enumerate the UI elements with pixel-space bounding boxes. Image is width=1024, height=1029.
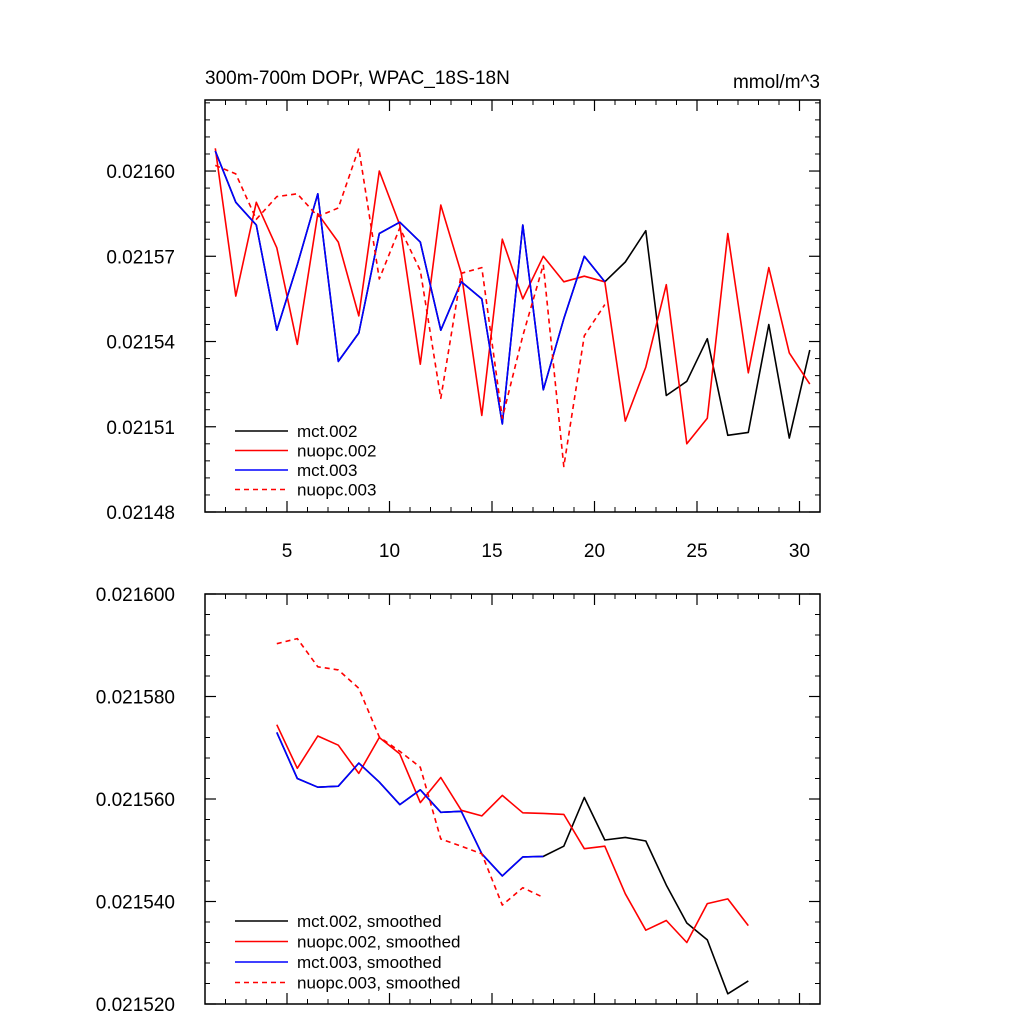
bottom-legend-label: nuopc.002, smoothed <box>297 933 461 952</box>
top-panel: 300m-700m DOPr, WPAC_18S-18N mmol/m^3 5 1… <box>106 68 821 562</box>
top-legend-label: mct.002 <box>297 422 357 441</box>
top-y-tick-label: 0.02151 <box>106 418 175 439</box>
top-series-group <box>214 147 811 468</box>
bottom-y-tick-label: 0.021560 <box>96 790 175 811</box>
top-x-tick-label: 15 <box>481 541 502 562</box>
bottom-ticks: 0.021520 0.021540 0.021560 0.021580 0.021600 <box>96 585 821 1016</box>
bottom-y-tick-label: 0.021600 <box>96 585 175 606</box>
top-x-tick-label: 25 <box>686 541 707 562</box>
top-y-tick-label: 0.02148 <box>106 503 175 524</box>
top-legend-label: nuopc.003 <box>297 481 376 500</box>
top-x-tick-label: 5 <box>282 541 293 562</box>
top-x-tick-label: 30 <box>789 541 810 562</box>
top-x-tick-label: 20 <box>584 541 605 562</box>
top-chart-units: mmol/m^3 <box>733 72 820 93</box>
bottom-legend-label: nuopc.003, smoothed <box>297 974 461 993</box>
bottom-series-group <box>276 637 749 995</box>
top-series-line-3 <box>214 150 606 425</box>
top-legend-label: mct.003 <box>297 461 357 480</box>
top-x-tick-label: 10 <box>379 541 400 562</box>
bottom-panel: 0.021520 0.021540 0.021560 0.021580 0.021600… <box>96 585 821 1016</box>
top-ticks: 5 10 15 20 25 30 0.02148 0.02151 0.02154 0.02157 0… <box>106 100 821 562</box>
bottom-series-line-4 <box>276 637 544 906</box>
bottom-y-tick-label: 0.021520 <box>96 995 175 1016</box>
bottom-series-line-3 <box>276 732 544 877</box>
top-legend-label: nuopc.002 <box>297 442 376 461</box>
top-chart-title: 300m-700m DOPr, WPAC_18S-18N <box>205 68 510 89</box>
top-series-line-2 <box>214 148 811 445</box>
bottom-y-tick-label: 0.021540 <box>96 893 175 914</box>
top-y-tick-label: 0.02154 <box>106 333 175 354</box>
bottom-legend: mct.002, smoothed nuopc.002, smoothedmct.… <box>235 912 461 993</box>
bottom-legend-label: mct.003, smoothed <box>297 953 442 972</box>
top-series-line-4 <box>214 147 606 468</box>
top-y-tick-label: 0.02160 <box>106 162 175 183</box>
bottom-legend-label: mct.002, smoothed <box>297 912 442 931</box>
bottom-series-line-2 <box>276 724 749 944</box>
top-y-tick-label: 0.02157 <box>106 247 175 268</box>
bottom-y-tick-label: 0.021580 <box>96 688 175 709</box>
